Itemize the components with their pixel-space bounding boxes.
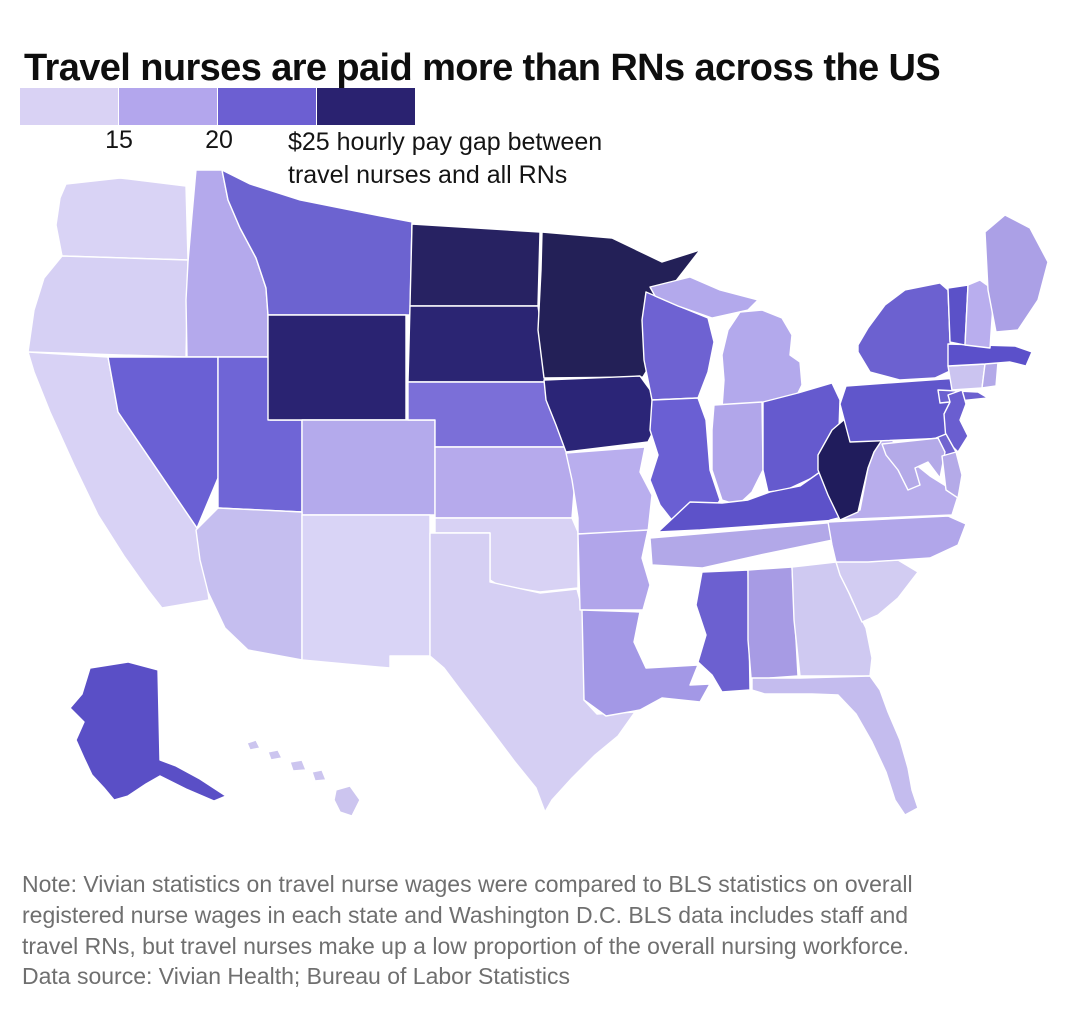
legend-max-label-line2: travel nurses and all RNs bbox=[288, 161, 568, 189]
state-nd[interactable]: North Dakota bbox=[409, 223, 541, 307]
state-mo[interactable]: Missouri bbox=[565, 446, 653, 535]
state-ky[interactable]: Kentucky bbox=[657, 454, 853, 533]
state-fl[interactable]: Florida bbox=[751, 675, 919, 816]
color-scale-legend: 15 20 $25 hourly pay gap between travel … bbox=[20, 88, 602, 189]
state-hi[interactable]: Hawaii bbox=[267, 749, 283, 761]
state-md[interactable]: Maryland bbox=[881, 437, 946, 491]
legend-swatch-2 bbox=[119, 88, 217, 125]
state-pa[interactable]: Pennsylvania bbox=[839, 377, 963, 443]
state-in[interactable]: Indiana bbox=[711, 401, 764, 506]
legend-tick-20: 20 bbox=[205, 126, 233, 154]
state-nc[interactable]: North Carolina bbox=[827, 515, 967, 563]
state-ct[interactable]: Connecticut bbox=[947, 363, 986, 391]
legend-swatch-1 bbox=[20, 88, 118, 125]
footnote-line3: travel RNs, but travel nurses make up a … bbox=[22, 933, 910, 959]
state-az[interactable]: Arizona bbox=[195, 507, 303, 661]
state-ma[interactable]: Massachusetts bbox=[947, 343, 1033, 367]
state-la[interactable]: Louisiana bbox=[581, 609, 711, 717]
us-choropleth-map: WashingtonOregonCaliforniaIdahoNevadaUta… bbox=[0, 165, 1080, 865]
state-ny[interactable]: New York bbox=[857, 282, 953, 381]
state-tx[interactable]: Texas bbox=[429, 532, 636, 813]
state-md[interactable]: Maryland bbox=[941, 451, 963, 499]
footnote-line1: Note: Vivian statistics on travel nurse … bbox=[22, 871, 913, 897]
state-wa[interactable]: Washington bbox=[55, 177, 189, 261]
state-me[interactable]: Maine bbox=[984, 214, 1049, 333]
state-nj[interactable]: New Jersey bbox=[943, 389, 969, 453]
legend-swatch-3 bbox=[218, 88, 316, 125]
legend-max-label-line1: $25 hourly pay gap between bbox=[288, 128, 603, 156]
state-ia[interactable]: Iowa bbox=[543, 375, 661, 453]
state-co[interactable]: Colorado bbox=[301, 419, 436, 516]
state-or[interactable]: Oregon bbox=[27, 255, 189, 358]
state-nv[interactable]: Nevada bbox=[107, 356, 219, 529]
data-source: Data source: Vivian Health; Bureau of La… bbox=[22, 963, 571, 989]
legend-max-label: $25 hourly pay gap between travel nurses… bbox=[288, 126, 602, 192]
state-ar[interactable]: Arkansas bbox=[577, 529, 651, 611]
legend-swatch-row bbox=[20, 88, 416, 125]
state-mi[interactable]: Michigan bbox=[721, 309, 803, 409]
state-nm[interactable]: New Mexico bbox=[301, 514, 431, 669]
state-ms[interactable]: Mississippi bbox=[695, 569, 751, 693]
state-sc[interactable]: South Carolina bbox=[835, 559, 919, 623]
state-hi[interactable]: Hawaii bbox=[246, 739, 261, 751]
state-al[interactable]: Alabama bbox=[747, 566, 799, 693]
legend-swatch-4 bbox=[317, 88, 415, 125]
state-nh[interactable]: New Hampshire bbox=[964, 279, 995, 349]
state-sd[interactable]: South Dakota bbox=[407, 305, 546, 383]
state-hi[interactable]: Hawaii bbox=[311, 769, 327, 782]
state-ks[interactable]: Kansas bbox=[434, 446, 577, 519]
footnote-line2: registered nurse wages in each state and… bbox=[22, 902, 909, 928]
footnote: Note: Vivian statistics on travel nurse … bbox=[22, 869, 1052, 962]
state-hi[interactable]: Hawaii bbox=[289, 759, 307, 772]
state-wy[interactable]: Wyoming bbox=[267, 314, 407, 421]
state-ri[interactable]: Rhode Island bbox=[981, 361, 999, 389]
state-mi[interactable]: Michigan bbox=[649, 276, 759, 319]
legend-tick-15: 15 bbox=[105, 126, 133, 154]
state-hi[interactable]: Hawaii bbox=[333, 785, 361, 817]
state-ak[interactable]: Alaska bbox=[69, 661, 227, 802]
page-title: Travel nurses are paid more than RNs acr… bbox=[24, 47, 941, 90]
